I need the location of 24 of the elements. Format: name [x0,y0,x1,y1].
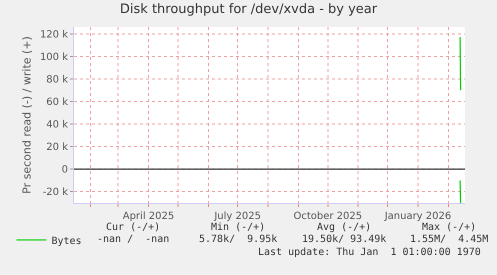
text: 5.78k/ 9.95k [199,234,278,245]
text: -nan / -nan [97,234,170,245]
x-tick-label: July 2025 [213,211,261,222]
y-axis-title: Pr second read (-) / write (+) [20,36,34,194]
x-tick-label: January 2026 [384,211,452,222]
y-tick-label: 40 k [46,120,68,131]
chart-title: Disk throughput for /dev/xvda - by year [120,2,378,18]
y-tick-label: -20 k [42,187,68,198]
x-tick-label: April 2025 [122,211,174,222]
legend-label: Bytes [51,236,82,247]
y-tick-label: 0 [62,164,68,176]
y-tick-label: 80 k [46,74,68,86]
text: 1.55M/ 4.45M [410,234,488,245]
y-tick-label: 60 k [46,96,68,108]
y-tick-label: 100 k [40,52,68,63]
text: Max (-/+) [422,222,476,233]
text: 19.50k/ 93.49k [302,234,386,245]
y-tick-label: 120 k [40,29,68,40]
x-tick-label: October 2025 [293,211,362,222]
y-tick-label: 20 k [46,142,68,154]
text: Last update: Thu Jan 1 01:00:00 1970 [258,247,481,258]
text: Avg (-/+) [317,222,372,233]
text: Min (-/+) [211,222,266,233]
text: Cur (-/+) [106,222,160,233]
